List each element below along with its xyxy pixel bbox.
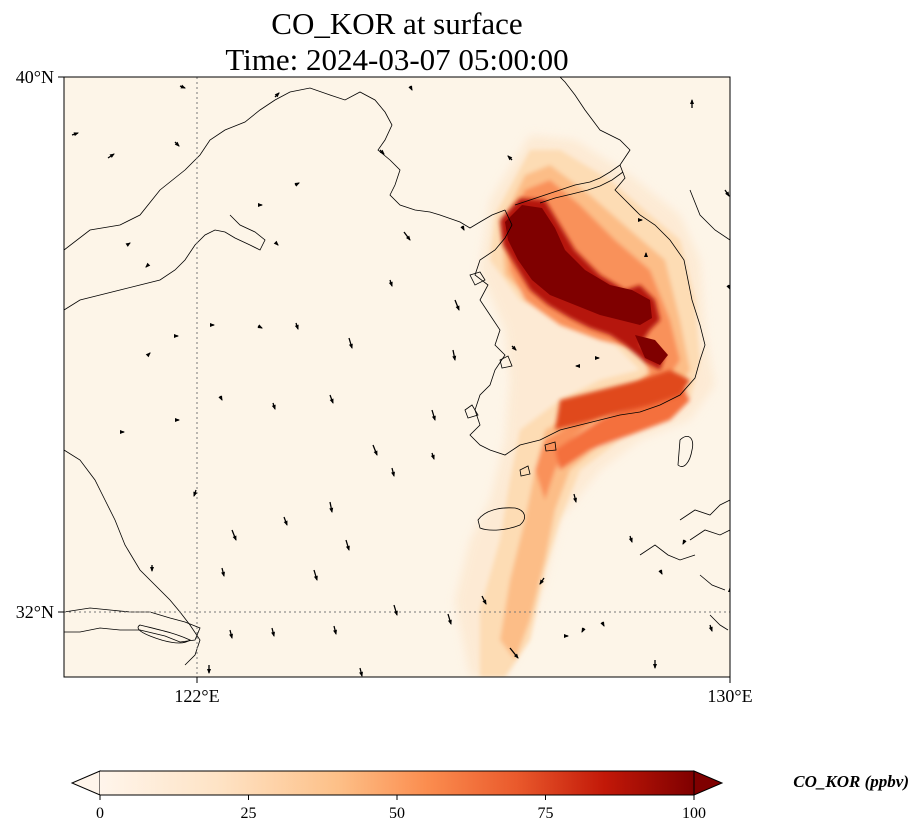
wind-arrow-head [175,418,180,422]
wind-arrow-head [573,497,577,503]
gridlines [64,77,730,677]
wind-arrow-head [391,471,395,477]
colorbar-tick-label: 100 [682,805,706,822]
map-title-line1: CO_KOR at surface [271,6,522,41]
wind-arrow-head [150,567,154,572]
colorbar-tick-label: 25 [241,805,257,822]
wind-arrow-head [218,395,223,401]
wind-arrow-head [274,92,280,98]
colorbar-extend-max [693,770,724,796]
wind-arrow-head [406,235,411,241]
wind-arrow-head [628,537,633,543]
wind-arrow-head [708,626,713,632]
wind-arrow-head [513,653,519,659]
wind-arrow-head [575,364,580,368]
co-concentration-field [455,135,715,677]
wind-arrow-head [373,450,378,456]
colorbar-tick-label: 0 [96,805,104,822]
wind-arrow-head [653,664,657,669]
wind-arrow-head [455,305,460,311]
wind-arrow-head [232,535,237,541]
wind-arrow-head [690,99,694,104]
wind-arrow-head [257,324,263,329]
wind-arrow-head [125,242,131,247]
wind-arrow-head [271,631,275,637]
wind-arrow-head [174,334,179,338]
wind-arrow-head [229,633,233,639]
coastlines [64,77,730,666]
wind-arrow-head [507,155,513,161]
wind-arrow-head [726,284,730,290]
lat-label-32n: 32°N [16,602,54,622]
wind-arrow-head [145,262,151,268]
wind-arrow-head [638,218,643,222]
lon-label-130e: 130°E [707,686,752,706]
wind-arrow-head [581,627,586,633]
wind-arrow-head [174,141,180,147]
wind-arrow-head [333,629,337,635]
wind-arrow-head [430,454,435,460]
wind-arrow-head [359,671,363,677]
wind-arrow-head [329,507,334,513]
wind-arrow-head [180,84,186,89]
wind-arrow-head [460,225,465,231]
wind-arrow-head [511,345,517,351]
wind-arrow-head [482,599,487,605]
wind-arrow-head [294,324,299,330]
wind-arrow-head [393,610,398,616]
lat-label-40n: 40°N [16,67,54,87]
wind-arrow-head [145,352,151,358]
wind-arrow-head [658,569,663,575]
wind-arrow-head [539,579,544,585]
wind-arrow-head [452,355,457,361]
wind-arrow-head [109,153,115,158]
colorbar-tick-label: 50 [389,805,405,822]
wind-arrow-head [221,571,225,577]
wind-arrow-head [644,252,648,257]
wind-arrow-head [313,575,318,581]
wind-arrow-head [600,621,605,627]
colorbar-extend-min [70,770,101,796]
map-panel [64,77,730,677]
wind-arrow-head [73,132,79,137]
wind-arrow-head [595,356,600,360]
wind-arrow-head [345,545,350,551]
colorbar-tick-label: 75 [538,805,554,822]
wind-arrow-head [120,430,125,434]
wind-arrow-head [193,491,198,497]
wind-arrow-head [258,203,263,207]
map-frame [63,76,731,678]
wind-arrow-head [379,149,385,155]
wind-arrow-head [388,281,393,287]
wind-arrow-head [447,619,452,625]
wind-arrow-head [431,415,436,421]
wind-arrow-head [207,669,211,674]
wind-arrow-head [294,182,300,187]
colorbar: 0 25 50 75 100 CO_KOR (ppbv) [70,770,909,822]
wind-arrow-head [210,323,215,327]
wind-arrow-head [329,398,334,404]
wind-arrow-head [283,520,288,526]
wind-arrow-head [348,343,353,349]
wind-arrow-head [725,191,730,197]
lon-label-122e: 122°E [174,686,219,706]
wind-vectors [71,84,730,677]
wind-arrow-head [564,634,569,638]
wind-arrow-head [682,539,687,545]
wind-arrow-head [273,240,279,246]
map-title-line2: Time: 2024-03-07 05:00:00 [225,42,568,77]
colorbar-ticks: 0 25 50 75 100 [96,795,706,822]
wind-arrow-head [408,85,413,91]
colorbar-label: CO_KOR (ppbv) [793,772,909,791]
wind-arrow-head [271,404,276,410]
colorbar-gradient [100,771,694,795]
